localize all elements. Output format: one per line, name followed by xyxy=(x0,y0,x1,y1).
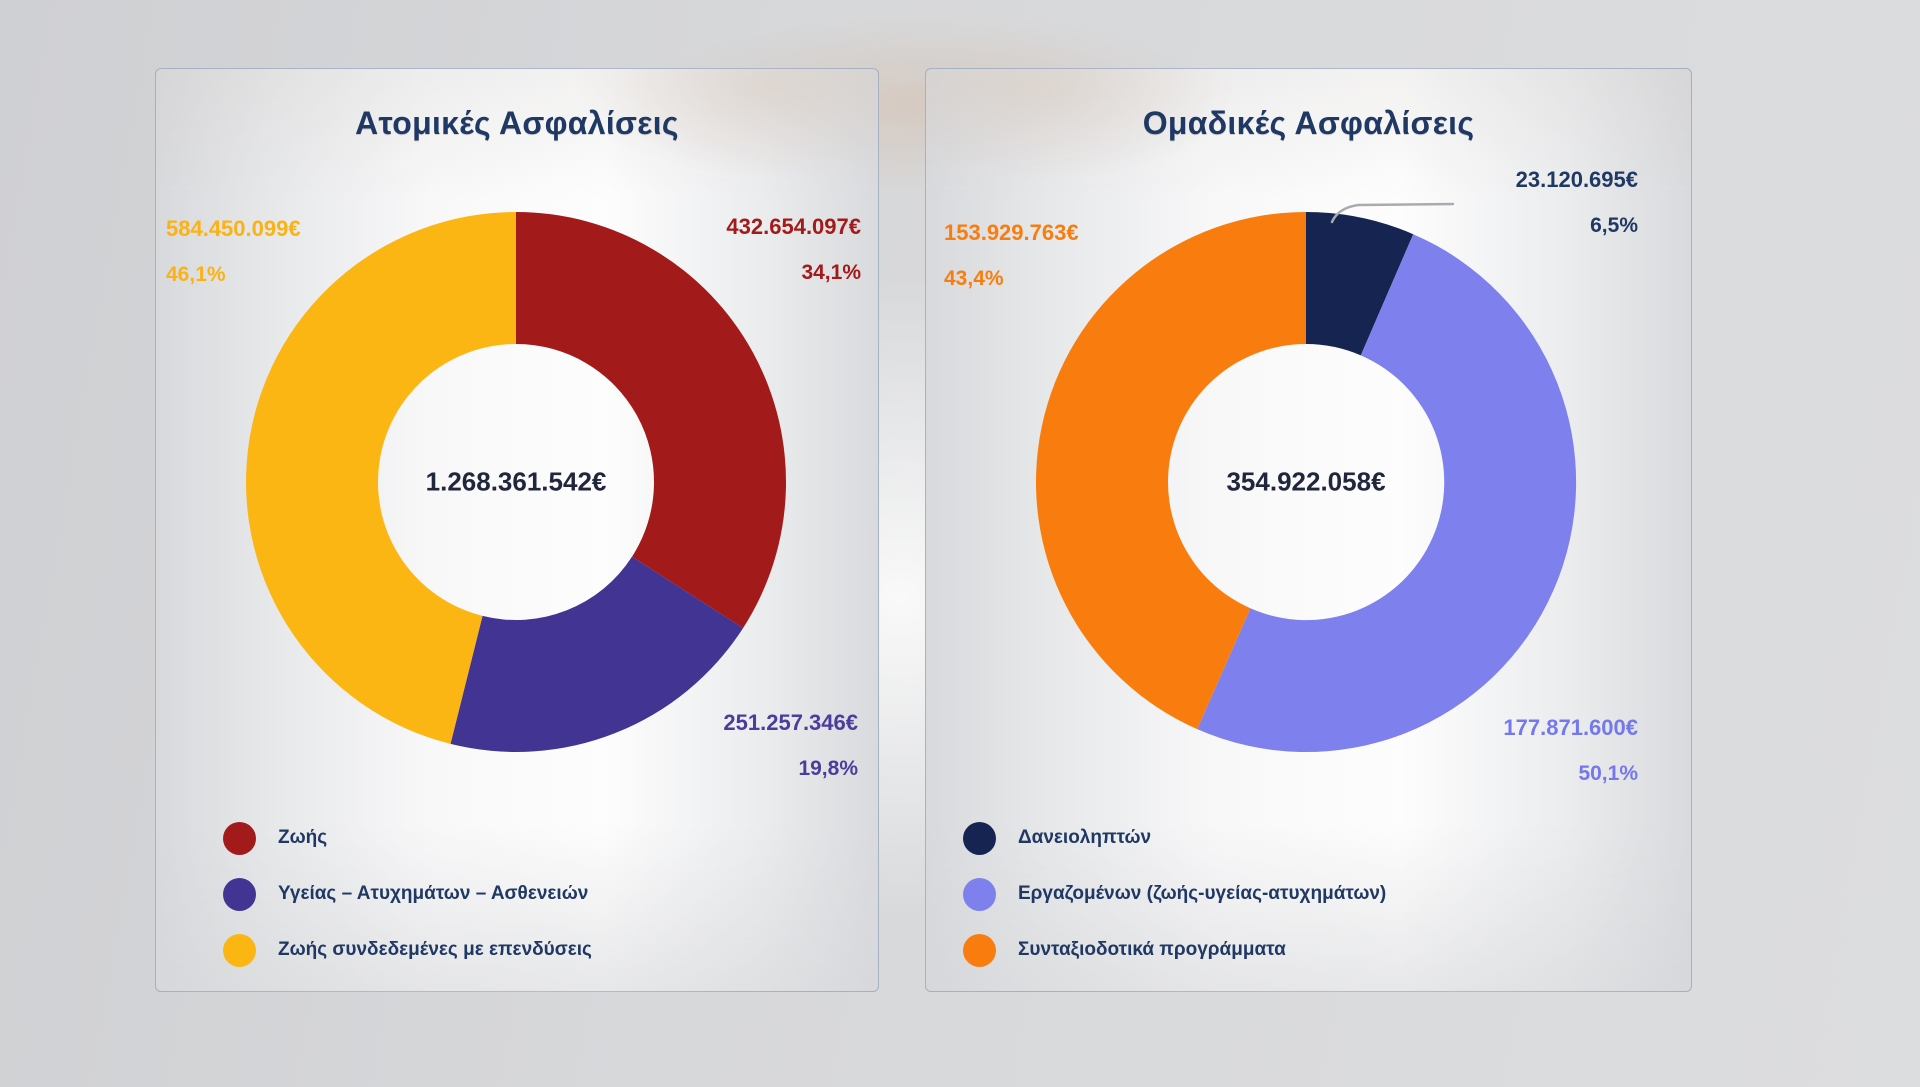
legend-label: Υγείας – Ατυχημάτων – Ασθενειών xyxy=(278,883,589,904)
legend-item-investment-linked: Ζωής συνδεδεμένες με επενδύσεις xyxy=(223,923,592,977)
legend-swatch xyxy=(963,821,996,855)
chart-title: Ομαδικές Ασφαλίσεις xyxy=(1142,105,1475,141)
percent-label: 50,1% xyxy=(1578,762,1638,785)
slice-label-health-accident: 251.257.346€ 19,8% xyxy=(723,700,858,792)
chart-title: Ατομικές Ασφαλίσεις xyxy=(355,105,679,141)
legend-label: Ζωής συνδεδεμένες με επενδύσεις xyxy=(278,939,592,960)
legend-swatch xyxy=(223,933,256,967)
donut-chart xyxy=(246,212,787,752)
legend-item-pension-programs: Συνταξιοδοτικά προγράμματα xyxy=(963,923,1386,977)
donut-slice xyxy=(1035,211,1306,730)
value-label: 23.120.695€ xyxy=(1515,167,1638,192)
slice-label-employees: 177.871.600€ 50,1% xyxy=(1503,705,1638,797)
donut-slice xyxy=(516,212,787,629)
slice-label-borrowers: 23.120.695€ 6,5% xyxy=(1516,157,1638,249)
value-label: 177.871.600€ xyxy=(1503,715,1638,740)
individual-insurance-card: Ατομικές Ασφαλίσεις 1.268.361.542€ 584.4… xyxy=(155,68,879,992)
slice-label-investment-linked: 584.450.099€ 46,1% xyxy=(166,206,301,298)
chart-legend: Ζωής Υγείας – Ατυχημάτων – Ασθενειών Ζωή… xyxy=(223,811,592,979)
legend-label: Ζωής xyxy=(278,827,328,848)
donut-slice xyxy=(1306,212,1414,356)
percent-label: 6,5% xyxy=(1590,214,1638,237)
donut-slice xyxy=(450,556,744,752)
chart-legend: Δανειοληπτών Εργαζομένων (ζωής-υγείας-ατ… xyxy=(963,811,1386,979)
legend-label: Εργαζομένων (ζωής-υγείας-ατυχημάτων) xyxy=(1018,883,1387,904)
legend-item-borrowers: Δανειοληπτών xyxy=(963,811,1386,865)
donut-slice xyxy=(246,212,516,744)
legend-swatch xyxy=(223,821,256,855)
percent-label: 19,8% xyxy=(798,757,858,780)
legend-label: Δανειοληπτών xyxy=(1018,827,1152,848)
legend-item-health-accident: Υγείας – Ατυχημάτων – Ασθενειών xyxy=(223,867,592,921)
center-total-label: 354.922.058€ xyxy=(1226,466,1386,497)
slice-label-pension-programs: 153.929.763€ 43,4% xyxy=(944,210,1079,302)
donut-slice xyxy=(1197,234,1577,753)
percent-label: 34,1% xyxy=(801,261,861,284)
slice-label-life: 432.654.097€ 34,1% xyxy=(726,204,861,296)
legend-label: Συνταξιοδοτικά προγράμματα xyxy=(1018,939,1286,960)
donut-chart xyxy=(1035,211,1577,753)
percent-label: 43,4% xyxy=(944,267,1004,290)
legend-swatch xyxy=(963,933,996,967)
value-label: 584.450.099€ xyxy=(166,216,301,241)
center-total-label: 1.268.361.542€ xyxy=(425,466,607,497)
value-label: 432.654.097€ xyxy=(726,214,861,239)
percent-label: 46,1% xyxy=(166,263,226,286)
value-label: 153.929.763€ xyxy=(944,220,1079,245)
legend-item-life: Ζωής xyxy=(223,811,592,865)
legend-swatch xyxy=(963,877,996,911)
legend-swatch xyxy=(223,877,256,911)
value-label: 251.257.346€ xyxy=(723,710,858,735)
group-insurance-card: Ομαδικές Ασφαλίσεις 354.922.058€ 153.929… xyxy=(925,68,1692,992)
legend-item-employees: Εργαζομένων (ζωής-υγείας-ατυχημάτων) xyxy=(963,867,1386,921)
